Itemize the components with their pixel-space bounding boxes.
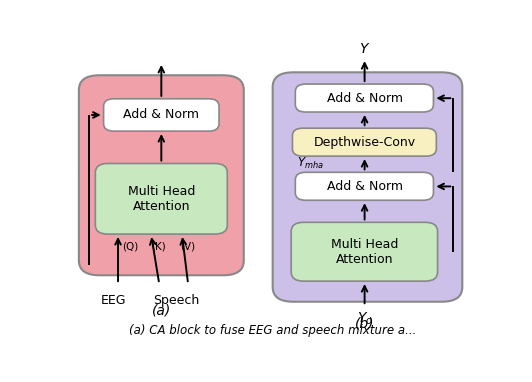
Text: (V): (V) — [180, 241, 195, 251]
Text: Speech: Speech — [153, 295, 199, 308]
Text: Multi Head
Attention: Multi Head Attention — [331, 238, 398, 266]
FancyBboxPatch shape — [79, 75, 244, 275]
Text: (a) CA block to fuse EEG and speech mixture a...: (a) CA block to fuse EEG and speech mixt… — [129, 324, 417, 337]
Text: EEG: EEG — [101, 295, 127, 308]
Text: (b): (b) — [355, 317, 375, 331]
Text: Add & Norm: Add & Norm — [327, 92, 403, 105]
FancyBboxPatch shape — [291, 222, 437, 281]
FancyBboxPatch shape — [95, 163, 227, 234]
Text: $Y$: $Y$ — [359, 42, 370, 56]
Text: (Q): (Q) — [122, 241, 138, 251]
Text: Depthwise-Conv: Depthwise-Conv — [313, 136, 415, 149]
Text: Add & Norm: Add & Norm — [327, 180, 403, 193]
FancyBboxPatch shape — [272, 72, 462, 302]
Text: (a): (a) — [152, 304, 171, 317]
Text: Multi Head
Attention: Multi Head Attention — [128, 185, 195, 213]
Text: Add & Norm: Add & Norm — [123, 108, 200, 121]
Text: $Y_{mha}$: $Y_{mha}$ — [297, 156, 325, 171]
FancyBboxPatch shape — [104, 99, 219, 131]
Text: (K): (K) — [151, 241, 166, 251]
Text: $Y_o$: $Y_o$ — [356, 311, 372, 327]
FancyBboxPatch shape — [295, 84, 434, 112]
FancyBboxPatch shape — [295, 172, 434, 200]
FancyBboxPatch shape — [293, 128, 436, 156]
